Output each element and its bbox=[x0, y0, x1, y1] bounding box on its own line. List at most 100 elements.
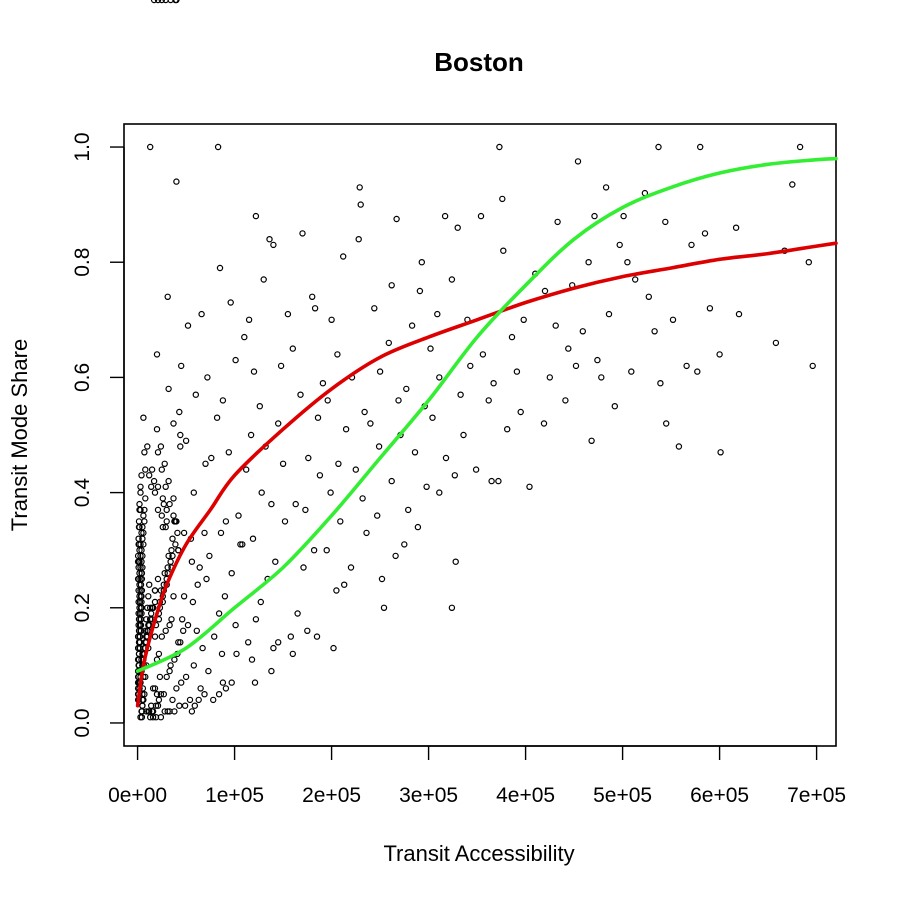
data-point bbox=[258, 489, 265, 496]
data-point bbox=[270, 644, 277, 652]
data-point bbox=[138, 714, 146, 721]
data-point bbox=[270, 241, 277, 249]
data-point bbox=[196, 564, 203, 571]
data-point bbox=[330, 644, 337, 652]
data-point bbox=[184, 621, 192, 629]
data-point bbox=[367, 420, 374, 427]
data-point bbox=[327, 489, 334, 496]
data-point bbox=[139, 523, 146, 531]
data-point bbox=[139, 552, 146, 560]
data-point bbox=[148, 708, 156, 715]
data-point bbox=[218, 650, 226, 658]
fitted-curve-1 bbox=[135, 241, 838, 708]
data-point bbox=[156, 673, 164, 681]
data-point bbox=[392, 552, 399, 560]
data-point bbox=[796, 143, 804, 151]
data-point bbox=[477, 212, 485, 220]
data-point bbox=[215, 610, 223, 617]
data-point bbox=[153, 691, 161, 698]
data-point bbox=[772, 339, 780, 347]
data-point bbox=[166, 500, 173, 508]
data-point bbox=[176, 702, 183, 709]
data-point bbox=[500, 247, 507, 254]
data-point bbox=[716, 351, 723, 358]
data-point bbox=[429, 414, 436, 421]
data-point bbox=[146, 604, 154, 612]
data-point bbox=[161, 570, 168, 577]
data-point bbox=[188, 708, 196, 715]
data-point bbox=[333, 587, 340, 594]
data-point bbox=[508, 333, 516, 341]
data-point bbox=[158, 633, 165, 640]
data-point bbox=[214, 143, 222, 151]
data-point bbox=[198, 310, 205, 318]
data-point bbox=[164, 293, 171, 300]
data-point bbox=[605, 310, 613, 318]
data-point bbox=[789, 181, 796, 188]
data-point bbox=[352, 466, 359, 473]
data-point bbox=[136, 500, 143, 508]
data-point bbox=[169, 696, 176, 704]
data-point bbox=[151, 587, 159, 594]
data-point bbox=[142, 495, 149, 502]
data-point bbox=[241, 333, 248, 341]
data-point bbox=[251, 679, 259, 686]
data-point bbox=[140, 529, 147, 537]
data-point bbox=[302, 506, 309, 514]
data-point bbox=[152, 702, 160, 709]
data-point bbox=[157, 443, 165, 450]
data-point bbox=[628, 368, 635, 375]
y-axis-label: Transit Mode Share bbox=[7, 339, 32, 531]
data-point bbox=[579, 328, 587, 335]
data-point bbox=[154, 702, 162, 709]
data-point bbox=[150, 0, 158, 4]
x-tick-label: 6e+05 bbox=[690, 784, 749, 807]
data-point bbox=[203, 575, 210, 583]
data-point bbox=[137, 506, 144, 514]
data-point bbox=[706, 305, 714, 312]
data-point bbox=[137, 489, 144, 496]
data-point bbox=[204, 374, 211, 381]
data-point bbox=[457, 391, 464, 398]
data-point bbox=[165, 385, 172, 393]
data-point bbox=[252, 212, 260, 220]
data-point bbox=[594, 356, 601, 364]
data-point bbox=[145, 472, 153, 479]
data-point bbox=[177, 639, 184, 646]
x-tick-label: 4e+05 bbox=[496, 784, 555, 807]
data-point bbox=[192, 391, 199, 398]
x-tick-label: 3e+05 bbox=[399, 784, 458, 807]
y-tick-label: 1.0 bbox=[71, 132, 94, 161]
data-point bbox=[150, 477, 158, 485]
data-point bbox=[165, 552, 172, 560]
data-point bbox=[275, 420, 282, 427]
data-point bbox=[287, 633, 294, 640]
data-point bbox=[591, 212, 598, 220]
data-point bbox=[337, 518, 344, 525]
chart-title: Boston bbox=[434, 47, 524, 77]
data-point bbox=[135, 535, 142, 542]
data-point bbox=[173, 518, 180, 525]
data-point bbox=[137, 483, 144, 490]
data-point bbox=[227, 299, 234, 306]
data-point bbox=[221, 593, 229, 600]
data-point bbox=[170, 512, 177, 519]
data-point bbox=[805, 259, 813, 266]
data-point bbox=[249, 535, 257, 542]
data-point bbox=[137, 564, 144, 571]
data-point bbox=[651, 328, 658, 335]
data-point bbox=[147, 610, 155, 617]
data-point bbox=[289, 650, 296, 658]
data-point bbox=[189, 598, 197, 606]
y-tick-label: 0.8 bbox=[71, 248, 94, 277]
data-point bbox=[138, 575, 146, 583]
data-point bbox=[141, 449, 148, 456]
data-point bbox=[416, 287, 424, 295]
data-point bbox=[167, 558, 174, 565]
data-point bbox=[154, 483, 162, 490]
data-point bbox=[479, 351, 487, 358]
data-point bbox=[357, 201, 364, 208]
data-point bbox=[232, 621, 239, 629]
data-point bbox=[195, 696, 202, 704]
